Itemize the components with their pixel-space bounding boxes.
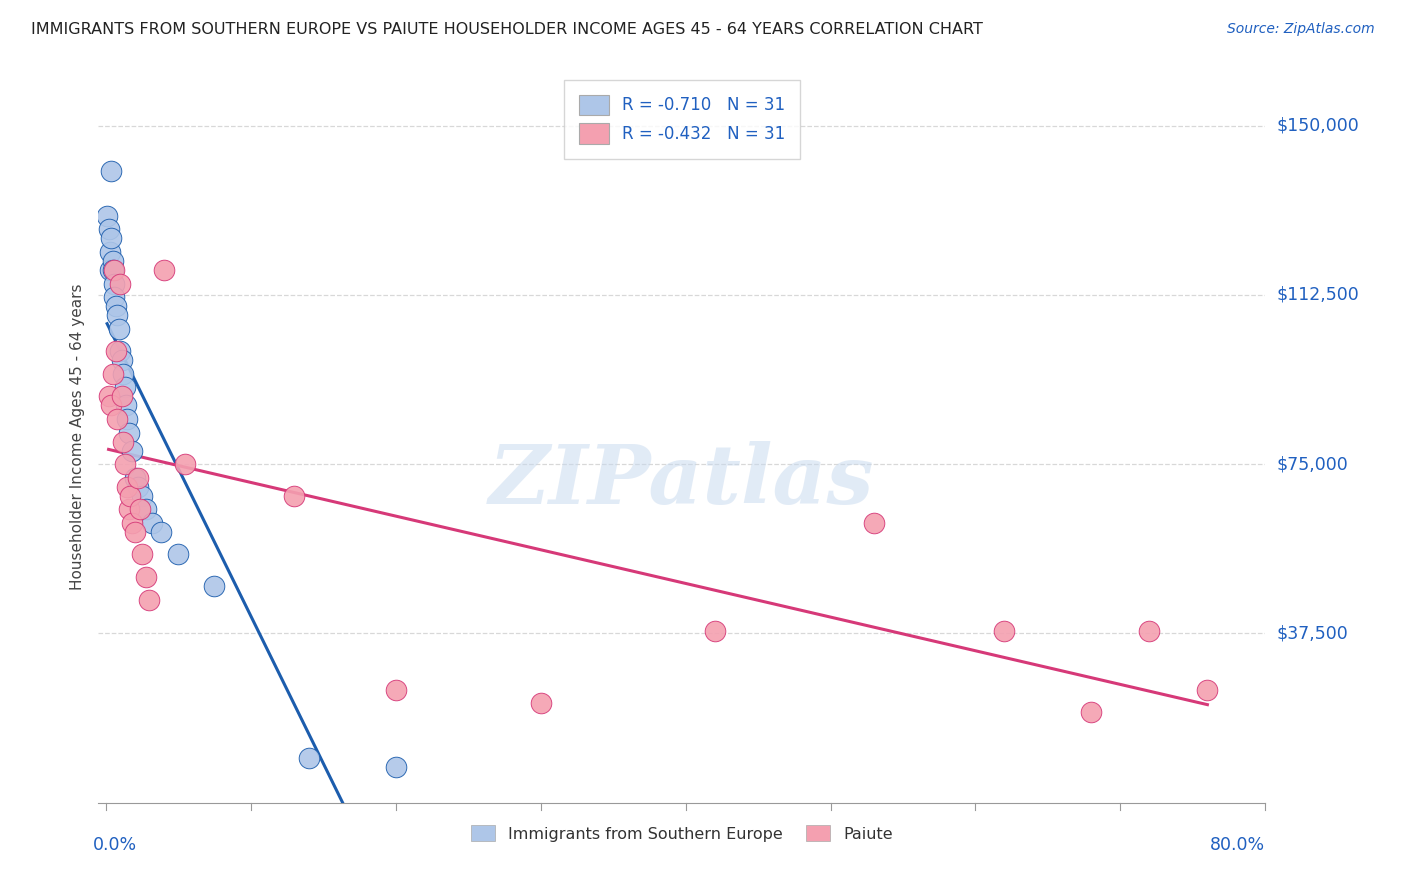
Point bbox=[118, 502, 141, 516]
Point bbox=[138, 592, 160, 607]
Text: $75,000: $75,000 bbox=[1277, 455, 1348, 473]
Point bbox=[863, 516, 886, 530]
Text: IMMIGRANTS FROM SOUTHERN EUROPE VS PAIUTE HOUSEHOLDER INCOME AGES 45 - 64 YEARS : IMMIGRANTS FROM SOUTHERN EUROPE VS PAIUT… bbox=[31, 22, 983, 37]
Point bbox=[96, 209, 118, 223]
Point bbox=[202, 579, 225, 593]
Point bbox=[98, 263, 121, 277]
Point bbox=[131, 548, 153, 562]
Text: $112,500: $112,500 bbox=[1277, 285, 1360, 304]
Point bbox=[112, 367, 135, 381]
Point bbox=[384, 682, 406, 697]
Point bbox=[124, 524, 146, 539]
Point bbox=[703, 624, 725, 639]
Point bbox=[384, 760, 406, 774]
Point bbox=[120, 489, 142, 503]
Point bbox=[141, 516, 163, 530]
Text: 0.0%: 0.0% bbox=[93, 836, 136, 854]
Point bbox=[1080, 706, 1102, 720]
Point bbox=[108, 277, 131, 291]
Point bbox=[298, 750, 321, 764]
Y-axis label: Householder Income Ages 45 - 64 years: Householder Income Ages 45 - 64 years bbox=[69, 284, 84, 591]
Point bbox=[105, 412, 128, 426]
Point bbox=[114, 457, 136, 471]
Point bbox=[127, 480, 149, 494]
Point bbox=[1197, 682, 1219, 697]
Text: ZIPatlas: ZIPatlas bbox=[489, 441, 875, 521]
Text: $150,000: $150,000 bbox=[1277, 117, 1360, 135]
Point bbox=[104, 344, 127, 359]
Point bbox=[114, 380, 136, 394]
Point bbox=[124, 471, 146, 485]
Text: 80.0%: 80.0% bbox=[1211, 836, 1265, 854]
Point bbox=[97, 222, 120, 236]
Point bbox=[127, 471, 149, 485]
Point bbox=[104, 299, 127, 313]
Point bbox=[135, 502, 157, 516]
Point bbox=[149, 524, 172, 539]
Point bbox=[100, 163, 122, 178]
Point bbox=[174, 457, 197, 471]
Point bbox=[100, 231, 122, 245]
Point bbox=[129, 502, 152, 516]
Point bbox=[108, 344, 131, 359]
Point bbox=[115, 399, 138, 413]
Point bbox=[103, 263, 125, 277]
Text: Source: ZipAtlas.com: Source: ZipAtlas.com bbox=[1227, 22, 1375, 37]
Point bbox=[98, 244, 121, 259]
Point bbox=[167, 548, 190, 562]
Point bbox=[110, 353, 132, 368]
Point bbox=[118, 425, 141, 440]
Point bbox=[101, 254, 124, 268]
Point bbox=[121, 443, 143, 458]
Point bbox=[110, 389, 132, 403]
Point bbox=[993, 624, 1015, 639]
Point bbox=[529, 697, 551, 711]
Point bbox=[101, 263, 124, 277]
Point bbox=[117, 480, 139, 494]
Point bbox=[135, 570, 157, 584]
Point bbox=[103, 277, 125, 291]
Point bbox=[1139, 624, 1161, 639]
Point bbox=[131, 489, 153, 503]
Point bbox=[101, 367, 124, 381]
Point bbox=[103, 290, 125, 304]
Point bbox=[117, 412, 139, 426]
Point bbox=[121, 516, 143, 530]
Point bbox=[152, 263, 174, 277]
Text: $37,500: $37,500 bbox=[1277, 624, 1348, 642]
Point bbox=[100, 399, 122, 413]
Point bbox=[107, 322, 129, 336]
Point bbox=[105, 308, 128, 322]
Point bbox=[97, 389, 120, 403]
Legend: Immigrants from Southern Europe, Paiute: Immigrants from Southern Europe, Paiute bbox=[463, 817, 901, 850]
Point bbox=[112, 434, 135, 449]
Point bbox=[283, 489, 305, 503]
